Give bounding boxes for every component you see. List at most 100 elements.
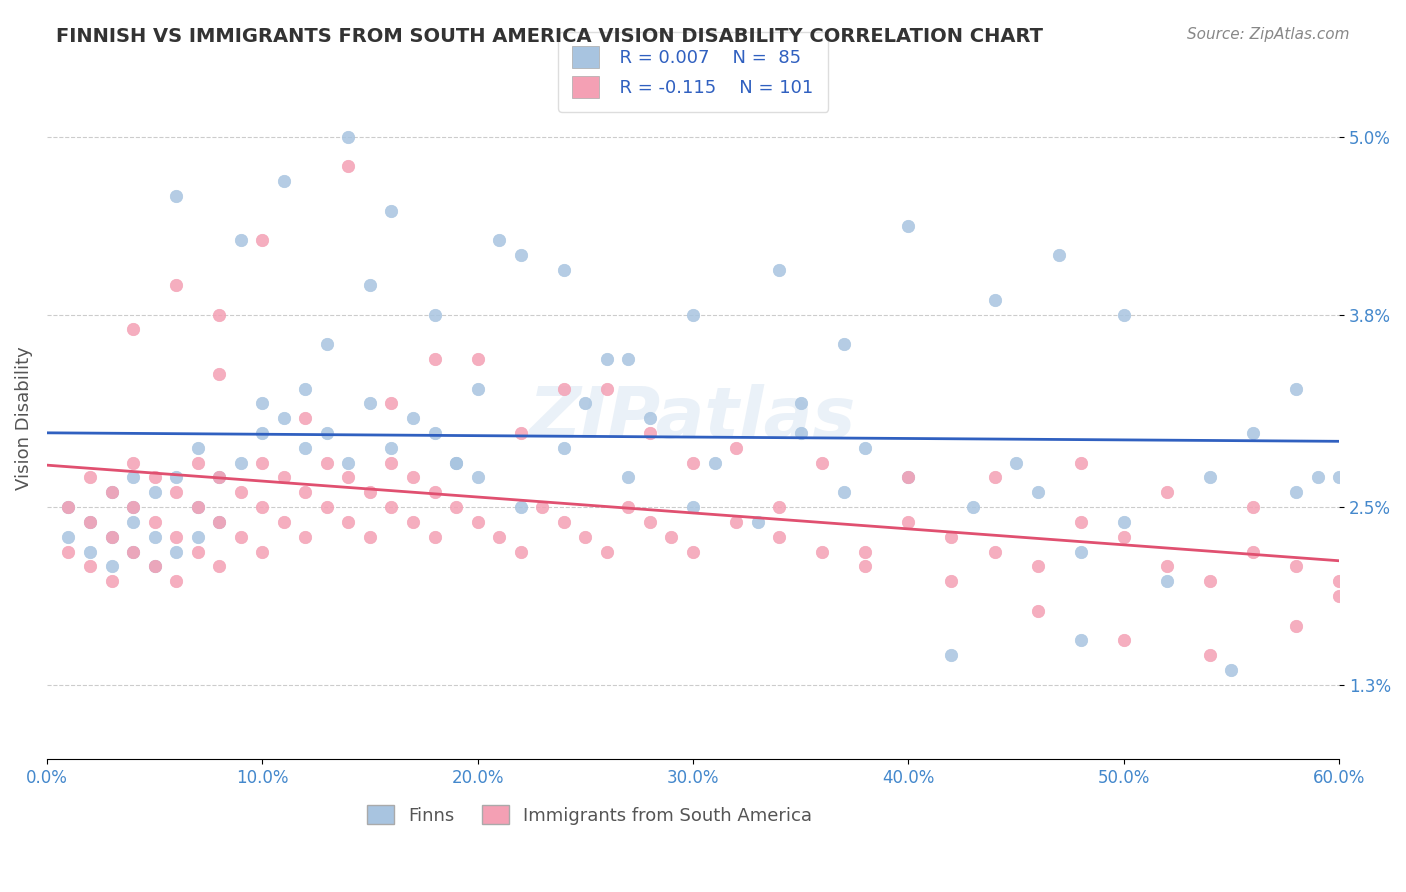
Point [789,425,811,440]
Point [79,544,101,558]
Point [143,559,166,574]
Point [100,574,122,589]
Point [1070,544,1092,558]
Point [294,530,316,544]
Point [1199,470,1222,484]
Point [315,337,337,351]
Point [1112,515,1135,529]
Point [252,234,274,248]
Point [273,411,295,425]
Point [768,263,790,277]
Point [811,456,834,470]
Point [1199,648,1222,663]
Point [337,159,360,173]
Point [208,470,231,484]
Point [1070,633,1092,648]
Point [208,308,231,322]
Point [1112,308,1135,322]
Point [143,515,166,529]
Point [187,500,209,515]
Point [58,500,80,515]
Point [1199,574,1222,589]
Point [1112,530,1135,544]
Point [1047,248,1070,262]
Point [1220,663,1243,677]
Point [58,530,80,544]
Point [897,515,920,529]
Point [143,485,166,500]
Point [1241,500,1264,515]
Point [638,411,661,425]
Point [832,485,855,500]
Point [208,367,231,381]
Point [208,559,231,574]
Point [380,203,402,218]
Point [380,396,402,410]
Point [122,500,145,515]
Point [252,396,274,410]
Point [423,351,446,366]
Point [444,456,467,470]
Point [725,441,748,455]
Point [1327,470,1350,484]
Point [143,530,166,544]
Point [402,515,425,529]
Point [941,648,963,663]
Point [294,485,316,500]
Point [444,500,467,515]
Point [423,308,446,322]
Point [165,277,187,292]
Point [380,456,402,470]
Point [294,411,316,425]
Point [100,485,122,500]
Point [252,544,274,558]
Point [122,500,145,515]
Point [596,544,619,558]
Point [165,544,187,558]
Point [1285,382,1308,396]
Point [1026,559,1049,574]
Point [553,263,575,277]
Point [122,456,145,470]
Point [337,470,360,484]
Point [58,500,80,515]
Point [853,441,876,455]
Point [1026,604,1049,618]
Point [100,559,122,574]
Legend: Finns, Immigrants from South America: Finns, Immigrants from South America [360,798,820,831]
Point [853,559,876,574]
Point [682,456,704,470]
Text: FINNISH VS IMMIGRANTS FROM SOUTH AMERICA VISION DISABILITY CORRELATION CHART: FINNISH VS IMMIGRANTS FROM SOUTH AMERICA… [56,27,1043,45]
Point [165,189,187,203]
Point [273,174,295,188]
Point [143,559,166,574]
Point [574,530,596,544]
Y-axis label: Vision Disability: Vision Disability [15,346,32,490]
Point [208,470,231,484]
Point [488,234,510,248]
Point [337,456,360,470]
Point [811,544,834,558]
Point [1285,559,1308,574]
Point [853,544,876,558]
Point [423,425,446,440]
Point [596,382,619,396]
Text: Source: ZipAtlas.com: Source: ZipAtlas.com [1187,27,1350,42]
Point [122,515,145,529]
Point [467,515,489,529]
Point [315,425,337,440]
Point [79,515,101,529]
Point [747,515,769,529]
Point [1005,456,1028,470]
Point [617,500,640,515]
Point [252,425,274,440]
Point [165,530,187,544]
Point [488,530,510,544]
Point [682,544,704,558]
Point [467,382,489,396]
Point [1026,485,1049,500]
Point [122,544,145,558]
Text: ZIPatlas: ZIPatlas [529,384,856,453]
Point [423,485,446,500]
Point [444,456,467,470]
